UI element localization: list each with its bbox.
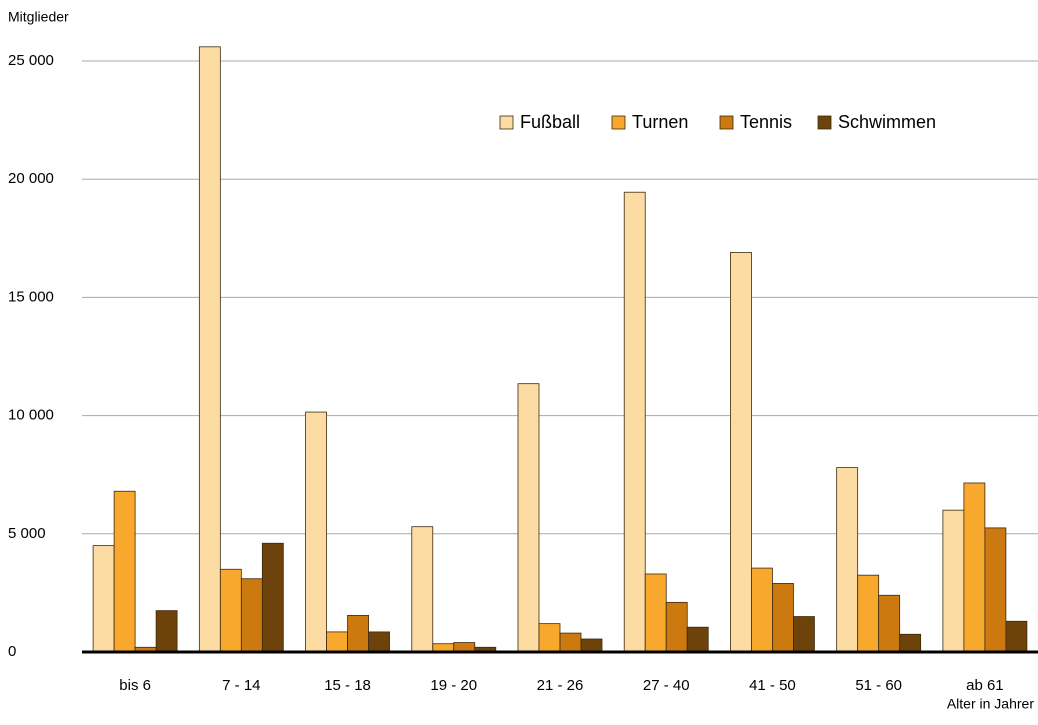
bar xyxy=(261,542,284,653)
x-tick-label: bis 6 xyxy=(119,677,151,694)
bar xyxy=(772,583,794,653)
bar xyxy=(580,638,603,653)
bar xyxy=(857,574,880,653)
bar xyxy=(559,632,582,653)
bar xyxy=(878,594,901,653)
bar xyxy=(411,526,434,653)
legend-swatch xyxy=(499,115,514,130)
y-tick-label: 15 000 xyxy=(8,288,54,305)
bar xyxy=(751,567,773,653)
bar xyxy=(517,383,540,653)
legend-swatch xyxy=(611,115,626,130)
bar xyxy=(984,527,1007,653)
legend-label: Schwimmen xyxy=(838,112,936,132)
bar xyxy=(623,191,646,653)
bar xyxy=(942,509,965,653)
x-tick-label: 21 - 26 xyxy=(537,677,584,694)
bar xyxy=(198,46,221,653)
legend-swatch xyxy=(719,115,734,130)
x-tick-label: 19 - 20 xyxy=(430,677,477,694)
bar xyxy=(538,623,561,653)
bar xyxy=(793,616,815,653)
x-tick-label: 41 - 50 xyxy=(749,677,796,694)
x-axis-label: Alter in Jahrer xyxy=(947,696,1034,712)
x-tick-label: 51 - 60 xyxy=(855,677,902,694)
y-axis-label: Mitglieder xyxy=(8,9,69,25)
x-tick-label: 7 - 14 xyxy=(222,677,260,694)
bar xyxy=(836,467,859,653)
y-tick-label: 0 xyxy=(8,643,16,660)
bar xyxy=(686,626,709,653)
x-tick-label: ab 61 xyxy=(966,677,1004,694)
bar xyxy=(219,568,242,653)
legend-swatch xyxy=(817,115,832,130)
bar xyxy=(305,411,327,653)
bar xyxy=(347,614,369,653)
y-tick-label: 25 000 xyxy=(8,52,54,69)
legend-label: Turnen xyxy=(632,112,688,132)
bar xyxy=(326,631,348,653)
bar xyxy=(1005,620,1028,653)
bar xyxy=(665,601,688,653)
bar xyxy=(368,631,390,653)
legend-label: Tennis xyxy=(740,112,792,132)
bar xyxy=(113,490,136,653)
bar xyxy=(155,610,178,653)
y-tick-label: 10 000 xyxy=(8,407,54,424)
bar xyxy=(644,573,667,653)
y-tick-label: 20 000 xyxy=(8,170,54,187)
x-tick-label: 15 - 18 xyxy=(324,677,371,694)
bar xyxy=(240,578,263,653)
bar xyxy=(730,252,752,653)
x-tick-label: 27 - 40 xyxy=(643,677,690,694)
legend-label: Fußball xyxy=(520,112,580,132)
y-tick-label: 5 000 xyxy=(8,525,46,542)
bar xyxy=(92,545,115,653)
bar xyxy=(963,482,986,653)
bar xyxy=(899,633,922,653)
